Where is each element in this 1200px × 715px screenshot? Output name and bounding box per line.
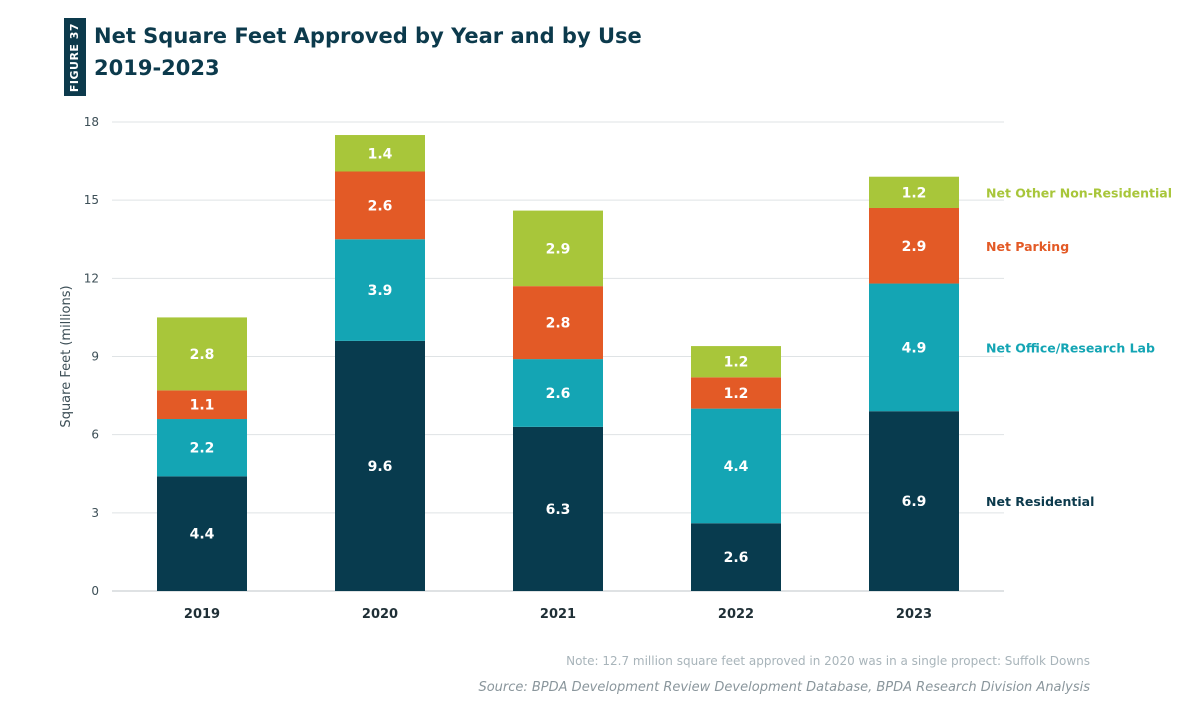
chart-title-line-1: Net Square Feet Approved by Year and by …	[94, 24, 642, 48]
data-label: 2.2	[190, 441, 215, 457]
bar-segment	[691, 408, 781, 524]
data-label: 6.9	[902, 494, 927, 510]
legend-label: Net Office/Research Lab	[986, 340, 1155, 355]
data-label: 9.6	[368, 459, 393, 475]
bar-segment	[691, 346, 781, 378]
chart-title-line-2: 2019-2023	[94, 56, 220, 80]
y-axis-label: Square Feet (millions)	[59, 285, 74, 427]
data-label: 1.2	[902, 185, 927, 201]
legend-label: Net Residential	[986, 494, 1094, 509]
chart-note: Note: 12.7 million square feet approved …	[566, 654, 1090, 668]
bar-segment	[869, 207, 959, 284]
bar-segment	[157, 419, 247, 477]
bar-segment	[335, 135, 425, 172]
x-tick-label: 2023	[896, 607, 932, 622]
data-label: 2.6	[724, 550, 749, 566]
y-tick-label: 15	[84, 193, 99, 207]
data-label: 6.3	[546, 502, 571, 518]
bar-segment	[157, 476, 247, 591]
data-label: 2.6	[546, 386, 571, 402]
y-tick-label: 6	[91, 428, 99, 442]
data-label: 2.6	[368, 198, 393, 214]
y-tick-label: 3	[91, 506, 99, 520]
bar-segment	[335, 239, 425, 341]
bar-segment	[869, 176, 959, 208]
x-tick-label: 2022	[718, 607, 754, 622]
y-tick-label: 0	[91, 584, 99, 598]
data-label: 2.8	[190, 347, 215, 363]
bar-segment	[513, 426, 603, 591]
chart-title: Net Square Feet Approved by Year and by …	[94, 20, 642, 84]
bar-segment	[157, 390, 247, 420]
bar-segment	[513, 210, 603, 287]
data-label: 3.9	[368, 283, 393, 299]
bar-segment	[691, 377, 781, 409]
chart-source: Source: BPDA Development Review Developm…	[478, 680, 1090, 695]
bar-segment	[335, 171, 425, 240]
legend-label: Net Other Non-Residential	[986, 185, 1172, 200]
data-label: 1.2	[724, 355, 749, 371]
data-label: 2.9	[902, 239, 927, 255]
y-tick-label: 9	[91, 350, 99, 364]
legend-label: Net Parking	[986, 239, 1069, 254]
x-tick-label: 2021	[540, 607, 576, 622]
data-label: 1.4	[368, 146, 393, 162]
data-label: 2.8	[546, 316, 571, 332]
data-label: 1.1	[190, 398, 215, 414]
data-label: 2.9	[546, 241, 571, 257]
y-tick-label: 18	[84, 115, 99, 129]
bar-segment	[513, 359, 603, 427]
x-tick-label: 2019	[184, 607, 220, 622]
bar-segment	[157, 317, 247, 391]
x-tick-label: 2020	[362, 607, 398, 622]
data-label: 1.2	[724, 386, 749, 402]
data-label: 4.4	[190, 527, 215, 543]
bar-segment	[869, 411, 959, 591]
bar-segment	[513, 286, 603, 360]
bar-segment	[691, 523, 781, 591]
y-tick-label: 12	[84, 271, 99, 285]
figure-label-tag: FIGURE 37	[64, 18, 86, 96]
data-label: 4.4	[724, 459, 749, 475]
bar-segment	[335, 340, 425, 591]
bar-segment	[869, 283, 959, 412]
data-label: 4.9	[902, 340, 927, 356]
